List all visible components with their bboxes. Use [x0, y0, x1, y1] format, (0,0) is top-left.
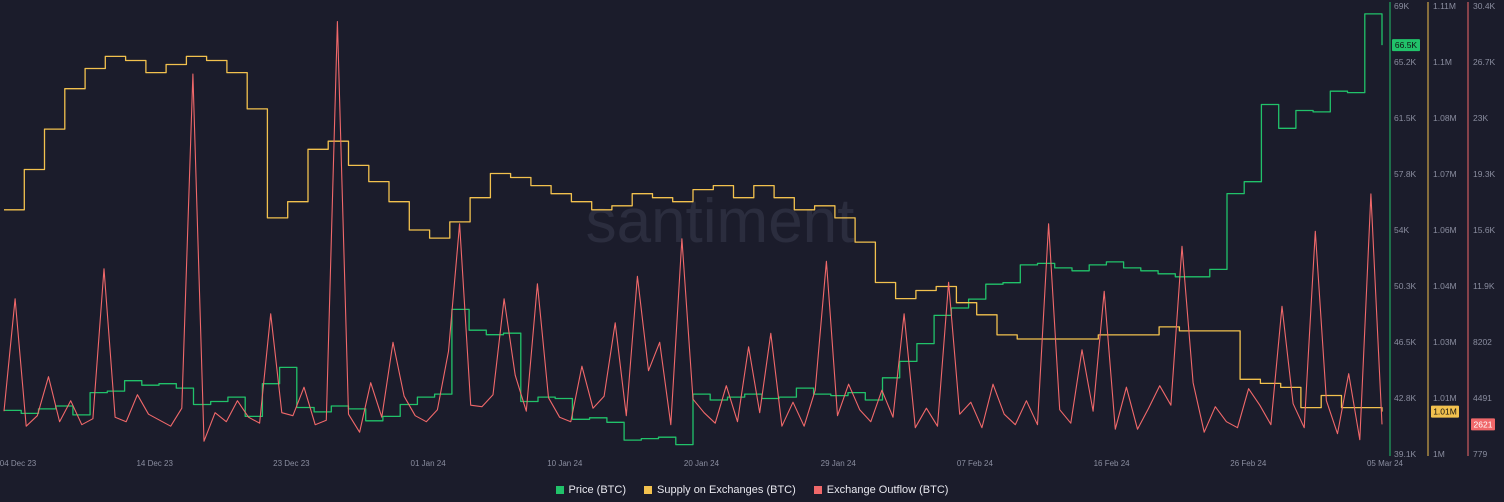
supply-tick-label: 1.06M	[1433, 225, 1457, 235]
price-value-badge: 66.5K	[1392, 39, 1420, 52]
supply-tick-label: 1.11M	[1433, 1, 1456, 11]
price-badge-label: 66.5K	[1395, 40, 1418, 50]
supply-tick-label: 1.01M	[1433, 393, 1457, 403]
supply-value-badge: 1.01M	[1431, 405, 1459, 418]
price-tick-label: 39.1K	[1394, 449, 1417, 459]
outflow-tick-label: 8202	[1473, 337, 1492, 347]
legend-item-price[interactable]: Price (BTC)	[555, 484, 626, 496]
price-tick-label: 42.8K	[1394, 393, 1417, 403]
x-tick-label: 29 Jan 24	[821, 459, 857, 468]
supply-series-line	[4, 55, 1383, 412]
supply-tick-label: 1.1M	[1433, 57, 1452, 67]
price-tick-label: 46.5K	[1394, 337, 1417, 347]
price-tick-label: 50.3K	[1394, 281, 1417, 291]
outflow-tick-label: 779	[1473, 449, 1487, 459]
supply-tick-label: 1.08M	[1433, 113, 1457, 123]
x-tick-label: 26 Feb 24	[1230, 459, 1267, 468]
supply-swatch-icon	[644, 486, 652, 494]
x-tick-label: 05 Mar 24	[1367, 459, 1404, 468]
axis-layer: 69K 65.2K 61.5K 57.8K 54K 50.3K 46.5K 42.8K 39.1…	[0, 1, 1496, 468]
price-tick-label: 65.2K	[1394, 57, 1417, 67]
outflow-swatch-icon	[813, 486, 822, 494]
price-tick-label: 54K	[1394, 225, 1409, 235]
supply-badge-label: 1.01M	[1433, 407, 1457, 417]
outflow-badge-label: 2621	[1474, 419, 1493, 429]
price-tick-label: 61.5K	[1394, 113, 1417, 123]
x-tick-label: 14 Dec 23	[136, 459, 173, 468]
supply-tick-label: 1.04M	[1433, 281, 1457, 291]
chart-legend: Price (BTC) Supply on Exchanges (BTC) Ex…	[0, 484, 1504, 496]
supply-tick-label: 1.03M	[1433, 337, 1457, 347]
legend-label-supply: Supply on Exchanges (BTC)	[657, 484, 796, 496]
outflow-series-line	[3, 20, 1383, 442]
outflow-tick-label: 23K	[1473, 113, 1488, 123]
supply-tick-label: 1M	[1433, 449, 1445, 459]
price-swatch-icon	[555, 486, 564, 494]
x-tick-label: 20 Jan 24	[684, 459, 720, 468]
outflow-tick-label: 11.9K	[1473, 281, 1495, 291]
x-tick-label: 23 Dec 23	[273, 459, 310, 468]
x-tick-label: 10 Jan 24	[547, 459, 583, 468]
watermark: santiment	[586, 187, 855, 256]
x-tick-label: 07 Feb 24	[957, 459, 994, 468]
x-tick-label: 01 Jan 24	[411, 459, 447, 468]
outflow-tick-label: 19.3K	[1473, 169, 1496, 179]
outflow-tick-label: 30.4K	[1473, 1, 1496, 11]
supply-tick-label: 1.07M	[1433, 169, 1457, 179]
outflow-tick-label: 4491	[1473, 393, 1492, 403]
legend-label-outflow: Exchange Outflow (BTC)	[826, 484, 949, 496]
legend-label-price: Price (BTC)	[568, 484, 626, 496]
price-tick-label: 57.8K	[1394, 169, 1417, 179]
outflow-tick-label: 15.6K	[1473, 225, 1496, 235]
x-tick-label: 04 Dec 23	[0, 459, 37, 468]
series-layer	[3, 13, 1383, 446]
price-series-line	[4, 13, 1383, 446]
outflow-value-badge: 2621	[1471, 418, 1495, 431]
x-tick-label: 16 Feb 24	[1094, 459, 1131, 468]
price-tick-label: 69K	[1394, 1, 1409, 11]
outflow-tick-label: 26.7K	[1473, 57, 1496, 67]
legend-item-supply[interactable]: Supply on Exchanges (BTC)	[644, 484, 796, 496]
legend-item-outflow[interactable]: Exchange Outflow (BTC)	[813, 484, 949, 496]
